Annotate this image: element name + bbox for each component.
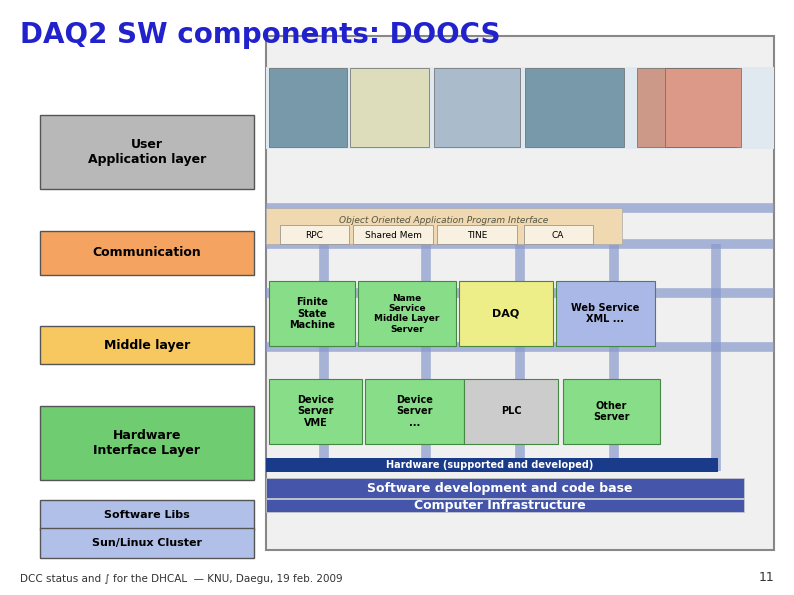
Text: Middle layer: Middle layer: [104, 339, 190, 352]
FancyBboxPatch shape: [564, 379, 660, 444]
Text: Communication: Communication: [93, 246, 201, 259]
FancyBboxPatch shape: [266, 36, 774, 550]
FancyBboxPatch shape: [350, 68, 429, 147]
Text: CA: CA: [552, 231, 565, 240]
FancyBboxPatch shape: [268, 281, 355, 346]
FancyBboxPatch shape: [268, 379, 362, 444]
FancyBboxPatch shape: [637, 68, 736, 147]
FancyBboxPatch shape: [665, 68, 741, 147]
FancyBboxPatch shape: [437, 225, 517, 243]
FancyBboxPatch shape: [365, 379, 464, 444]
Text: DAQ2 SW components: DOOCS: DAQ2 SW components: DOOCS: [20, 21, 500, 49]
Text: RPC: RPC: [306, 231, 323, 240]
Text: Computer Infrastructure: Computer Infrastructure: [414, 499, 586, 512]
FancyBboxPatch shape: [40, 231, 254, 275]
FancyBboxPatch shape: [464, 379, 558, 444]
FancyBboxPatch shape: [459, 281, 553, 346]
Text: Name
Service
Middle Layer
Server: Name Service Middle Layer Server: [374, 293, 440, 334]
FancyBboxPatch shape: [40, 114, 254, 189]
FancyBboxPatch shape: [434, 68, 520, 147]
FancyBboxPatch shape: [40, 326, 254, 364]
Text: Hardware
Interface Layer: Hardware Interface Layer: [94, 429, 200, 458]
Text: Sun/Linux Cluster: Sun/Linux Cluster: [92, 538, 202, 547]
FancyBboxPatch shape: [523, 225, 593, 243]
Text: Hardware (supported and developed): Hardware (supported and developed): [386, 460, 593, 470]
FancyBboxPatch shape: [266, 208, 622, 244]
Text: Software Libs: Software Libs: [104, 510, 190, 519]
FancyBboxPatch shape: [40, 406, 254, 481]
Text: Other
Server: Other Server: [593, 400, 630, 422]
Text: Shared Mem: Shared Mem: [364, 231, 422, 240]
FancyBboxPatch shape: [279, 225, 349, 243]
FancyBboxPatch shape: [40, 528, 254, 558]
FancyBboxPatch shape: [266, 478, 744, 498]
FancyBboxPatch shape: [266, 499, 744, 512]
Text: Web Service
XML ...: Web Service XML ...: [571, 303, 639, 324]
Text: PLC: PLC: [501, 406, 522, 416]
FancyBboxPatch shape: [525, 68, 624, 147]
Text: Finite
State
Machine: Finite State Machine: [289, 297, 335, 330]
FancyBboxPatch shape: [268, 68, 347, 147]
FancyBboxPatch shape: [40, 500, 254, 530]
Text: DCC status and ∫ for the DHCAL  — KNU, Daegu, 19 feb. 2009: DCC status and ∫ for the DHCAL — KNU, Da…: [20, 574, 342, 584]
Text: Device
Server
VME: Device Server VME: [297, 395, 334, 428]
Text: Object Oriented Application Program Interface: Object Oriented Application Program Inte…: [339, 216, 549, 225]
FancyBboxPatch shape: [556, 281, 654, 346]
Text: Software development and code base: Software development and code base: [367, 481, 633, 494]
Text: TINE: TINE: [467, 231, 487, 240]
FancyBboxPatch shape: [266, 458, 719, 472]
FancyBboxPatch shape: [266, 67, 774, 149]
Text: DAQ: DAQ: [492, 309, 520, 319]
Text: 11: 11: [758, 571, 774, 584]
Text: User
Application layer: User Application layer: [88, 137, 206, 166]
FancyBboxPatch shape: [353, 225, 433, 243]
Text: Device
Server
...: Device Server ...: [396, 395, 433, 428]
FancyBboxPatch shape: [357, 281, 457, 346]
